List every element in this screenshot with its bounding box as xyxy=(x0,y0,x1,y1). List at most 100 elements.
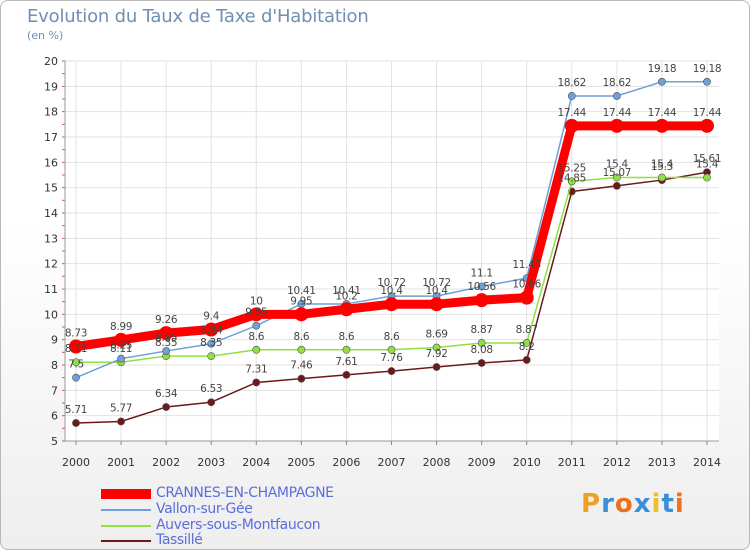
data-label-auvers: 8.87 xyxy=(471,324,493,336)
data-label-tassille: 7.92 xyxy=(425,348,447,360)
x-tick-label: 2004 xyxy=(242,456,270,469)
data-point-tassille xyxy=(72,419,80,427)
data-point-crannes xyxy=(474,293,489,308)
data-label-vallon: 8.84 xyxy=(200,325,223,337)
data-label-vallon: 18.62 xyxy=(558,77,587,89)
data-point-auvers xyxy=(703,173,711,182)
data-point-vallon xyxy=(567,92,576,100)
y-tick-label: 8 xyxy=(51,359,58,372)
data-point-crannes xyxy=(69,339,83,354)
data-label-tassille: 15.3 xyxy=(651,161,673,173)
data-point-crannes xyxy=(159,326,174,341)
legend-swatch-crannes xyxy=(101,489,151,499)
data-point-vallon xyxy=(207,339,216,348)
y-tick-label: 20 xyxy=(44,55,58,68)
data-label-crannes: 17.44 xyxy=(693,107,722,119)
data-point-crannes xyxy=(339,302,354,317)
data-point-auvers xyxy=(207,352,216,361)
data-point-tassille xyxy=(522,356,531,364)
data-label-auvers: 8.35 xyxy=(200,337,222,349)
data-point-auvers xyxy=(252,345,261,354)
data-point-auvers xyxy=(342,345,351,354)
data-label-tassille: 8.2 xyxy=(519,341,535,353)
legend-swatch-auvers xyxy=(101,525,151,527)
data-point-vallon xyxy=(162,347,171,355)
data-point-auvers xyxy=(477,339,486,347)
data-label-tassille: 15.61 xyxy=(693,153,722,165)
data-label-tassille: 14.85 xyxy=(558,172,587,184)
data-point-tassille xyxy=(207,398,216,407)
y-tick-label: 6 xyxy=(51,410,58,423)
data-label-auvers: 15.4 xyxy=(651,159,674,171)
x-tick-label: 2007 xyxy=(378,456,406,469)
y-tick-label: 7 xyxy=(51,384,58,397)
data-label-crannes: 10.4 xyxy=(380,285,403,297)
data-label-auvers: 8.35 xyxy=(155,337,177,349)
data-point-vallon xyxy=(612,92,621,100)
data-label-tassille: 7.46 xyxy=(290,360,313,372)
data-label-tassille: 5.71 xyxy=(65,404,87,416)
y-tick-label: 13 xyxy=(44,232,58,245)
logo-letter: x xyxy=(633,489,652,519)
data-point-crannes xyxy=(519,290,534,305)
data-label-crannes: 10.4 xyxy=(425,285,448,297)
x-tick-label: 2014 xyxy=(693,456,721,469)
data-label-auvers: 8.87 xyxy=(516,324,538,336)
data-label-vallon: 11.43 xyxy=(512,259,541,271)
y-tick-label: 12 xyxy=(44,258,58,271)
data-point-vallon xyxy=(703,77,711,86)
data-point-crannes xyxy=(249,307,264,322)
data-label-crannes: 10 xyxy=(250,295,263,307)
y-tick-label: 17 xyxy=(44,131,58,144)
y-tick-label: 9 xyxy=(51,334,58,347)
x-tick-label: 2013 xyxy=(648,456,676,469)
data-label-crannes: 10.66 xyxy=(512,279,541,291)
data-point-crannes xyxy=(294,307,309,322)
data-label-vallon: 11.1 xyxy=(471,267,493,279)
data-label-auvers: 8.11 xyxy=(65,343,87,355)
data-point-tassille xyxy=(297,374,306,383)
logo-letter: o xyxy=(614,489,634,519)
data-label-tassille: 6.53 xyxy=(200,383,222,395)
y-tick-label: 14 xyxy=(44,207,58,220)
data-label-vallon: 10.41 xyxy=(287,285,316,297)
data-label-crannes: 10.2 xyxy=(335,290,357,302)
legend-swatch-tassille xyxy=(101,540,151,542)
data-point-vallon xyxy=(658,77,666,86)
data-label-tassille: 7.61 xyxy=(335,356,357,368)
y-tick-label: 15 xyxy=(44,182,58,195)
x-tick-label: 2005 xyxy=(287,456,315,469)
data-label-crannes: 10.56 xyxy=(467,281,496,293)
data-point-vallon xyxy=(477,282,486,291)
y-axis-unit-label: (en %) xyxy=(27,29,64,42)
y-tick-label: 18 xyxy=(44,106,58,119)
data-point-crannes xyxy=(564,118,579,133)
data-point-crannes xyxy=(700,118,714,133)
legend-label-crannes: CRANNES-EN-CHAMPAGNE xyxy=(156,485,334,501)
y-tick-label: 10 xyxy=(44,308,58,321)
chart-title: Evolution du Taux de Taxe d'Habitation xyxy=(27,6,369,27)
data-label-auvers: 8.69 xyxy=(425,329,447,341)
data-point-crannes xyxy=(384,297,399,312)
y-tick-label: 5 xyxy=(51,435,58,448)
x-tick-label: 2003 xyxy=(197,456,225,469)
proxiti-logo: Proxiti xyxy=(581,489,685,519)
y-tick-label: 19 xyxy=(44,80,58,93)
data-point-auvers xyxy=(297,345,306,354)
legend-swatch-vallon xyxy=(101,509,151,511)
data-point-auvers xyxy=(612,173,621,182)
data-label-vallon: 10.72 xyxy=(377,277,406,289)
logo-letter: P xyxy=(581,489,602,519)
data-label-auvers: 15.25 xyxy=(558,162,587,174)
data-label-auvers: 8.6 xyxy=(339,331,355,343)
data-point-crannes xyxy=(114,332,129,347)
data-label-crannes: 9.95 xyxy=(290,295,312,307)
data-label-auvers: 8.6 xyxy=(384,331,400,343)
data-label-vallon: 10.41 xyxy=(332,285,361,297)
data-label-auvers: 8.6 xyxy=(293,331,309,343)
data-label-vallon: 10.72 xyxy=(422,277,451,289)
data-point-vallon xyxy=(117,354,125,363)
data-label-tassille: 8.08 xyxy=(471,344,493,356)
data-point-crannes xyxy=(654,118,669,133)
